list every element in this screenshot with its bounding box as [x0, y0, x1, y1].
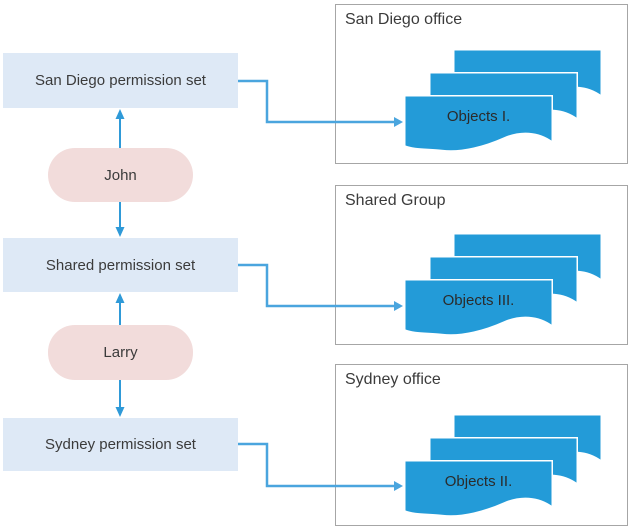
permission-set-label: San Diego permission set: [35, 72, 206, 89]
permission-set-san-diego: San Diego permission set: [3, 53, 238, 108]
office-box-shared-group: Shared Group Objects III.: [335, 185, 628, 345]
user-label: John: [104, 166, 137, 184]
user-pill-larry: Larry: [48, 325, 193, 380]
office-box-san-diego: San Diego office Objects I.: [335, 4, 628, 164]
objects-label: Objects I.: [446, 108, 511, 125]
objects-label: Objects III.: [442, 292, 515, 309]
office-box-sydney: Sydney office Objects II.: [335, 364, 628, 526]
user-label: Larry: [103, 344, 138, 361]
permission-set-label: Shared permission set: [45, 256, 196, 274]
document-shape-front: [404, 95, 553, 152]
document-shape-front: [404, 279, 553, 336]
permission-set-shared: Shared permission set: [3, 238, 238, 292]
permission-set-sydney: Sydney permission set: [3, 418, 238, 471]
document-shape-front: [404, 460, 553, 517]
office-title: Sydney office: [345, 371, 441, 388]
user-pill-john: John: [48, 148, 193, 202]
objects-label: Objects II.: [444, 473, 513, 490]
office-title: San Diego office: [345, 11, 463, 28]
permission-set-label: Sydney permission set: [45, 436, 196, 453]
office-title: Shared Group: [345, 192, 446, 209]
